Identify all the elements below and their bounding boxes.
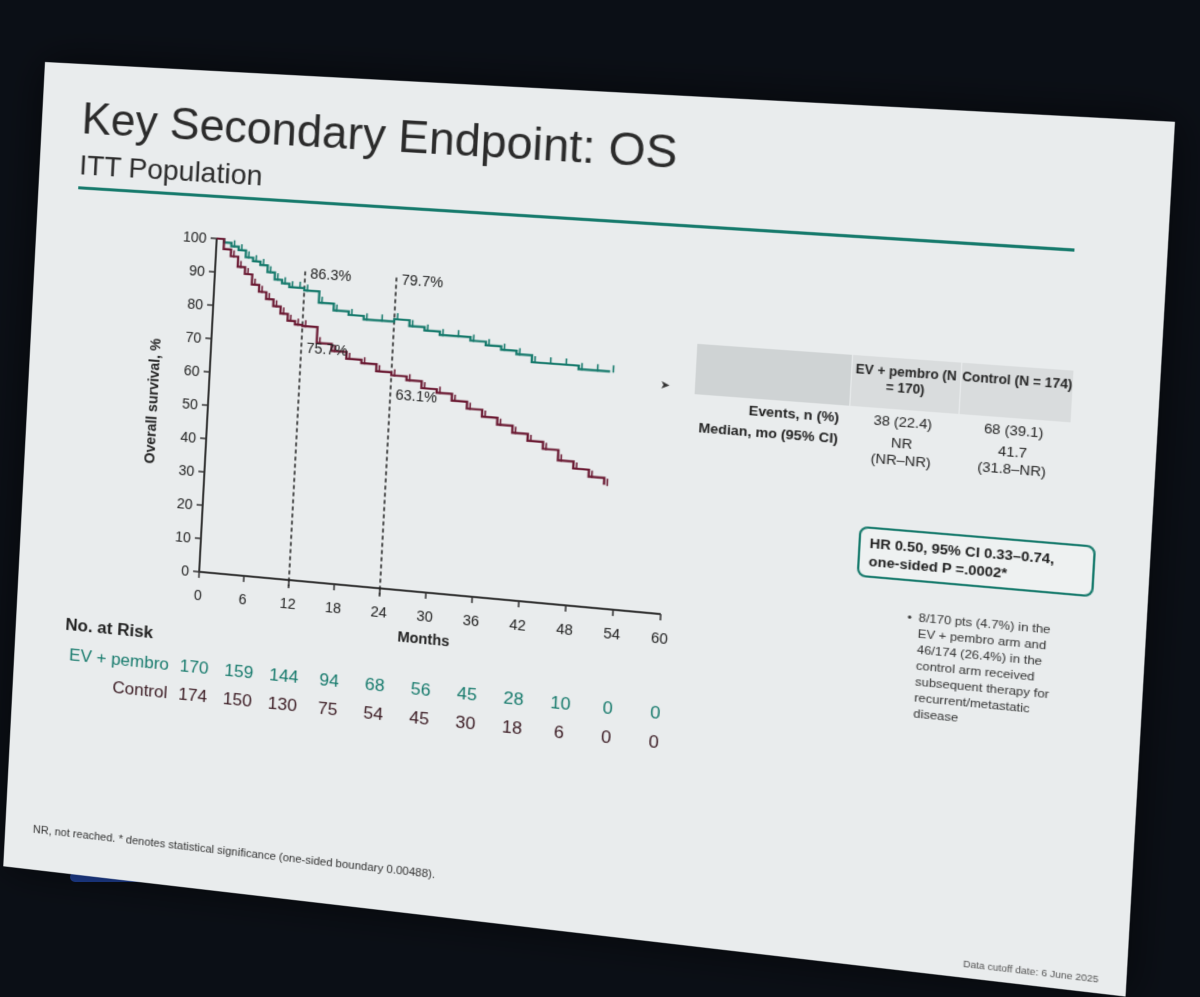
y-tick: [195, 538, 201, 539]
median-ev-pembro: NR (NR–NR): [845, 431, 957, 474]
y-axis-title: Overall survival, %: [141, 337, 164, 464]
risk-value: 0: [602, 698, 613, 719]
landmark-label-top: 86.3%: [310, 265, 352, 284]
y-tick-label: 80: [187, 295, 204, 312]
x-tick-label: 36: [462, 611, 480, 629]
x-tick-label: 48: [556, 620, 574, 638]
risk-value: 56: [410, 679, 431, 701]
median-control: 41.7 (31.8–NR): [955, 440, 1069, 483]
x-tick-label: 18: [325, 599, 342, 617]
risk-value: 10: [550, 692, 571, 714]
x-tick-label: 0: [194, 587, 203, 604]
risk-value: 6: [553, 722, 564, 743]
y-tick-label: 0: [181, 562, 190, 579]
row-label-median: Median, mo (95% CI): [691, 419, 847, 465]
risk-value: 0: [601, 727, 612, 748]
risk-value: 75: [317, 698, 338, 719]
y-tick: [193, 571, 199, 572]
slide-subtitle: ITT Population: [79, 149, 264, 192]
landmark-line: [379, 278, 396, 597]
y-tick-label: 20: [176, 495, 193, 513]
y-axis-line: [199, 239, 217, 572]
table-header-ev-pembro: EV + pembro (N = 170): [850, 355, 962, 414]
x-axis-title: Months: [397, 628, 450, 649]
risk-value: 150: [222, 689, 252, 711]
risk-value: 28: [503, 688, 524, 710]
y-tick-label: 10: [175, 528, 192, 546]
risk-table-title: No. at Risk: [65, 615, 154, 643]
risk-value: 30: [455, 712, 476, 734]
risk-value: 130: [267, 693, 297, 715]
y-tick-label: 50: [182, 395, 199, 412]
y-tick-label: 90: [189, 262, 206, 279]
y-tick-label: 70: [185, 329, 202, 346]
hazard-ratio-box: HR 0.50, 95% CI 0.33–0.74, one-sided P =…: [857, 526, 1097, 598]
risk-value: 174: [178, 684, 208, 706]
y-tick: [197, 505, 203, 506]
x-tick-label: 6: [238, 591, 247, 608]
risk-row-label: EV + pembro: [69, 645, 170, 674]
risk-value: 0: [648, 731, 659, 752]
landmark-label-bottom: 75.7%: [306, 339, 348, 358]
x-tick-label: 60: [650, 629, 668, 647]
y-tick-label: 30: [178, 462, 195, 480]
y-tick: [198, 471, 204, 472]
risk-value: 45: [456, 683, 477, 705]
data-cutoff: Data cutoff date: 6 June 2025: [963, 958, 1099, 984]
km-chart: 0102030405060708090100061218243036424854…: [48, 209, 702, 835]
risk-value: 144: [269, 665, 299, 687]
risk-value: 159: [224, 660, 254, 682]
x-tick-label: 12: [279, 594, 296, 612]
x-tick-label: 30: [416, 607, 433, 625]
risk-value: 94: [319, 670, 340, 691]
x-tick-label: 54: [603, 624, 621, 642]
risk-value: 170: [179, 656, 209, 678]
km-curve-ev-pembro: [211, 239, 616, 372]
landmark-label-top: 79.7%: [401, 271, 443, 290]
table-header-control: Control (N = 174): [960, 363, 1074, 423]
risk-value: 18: [501, 717, 522, 739]
risk-value: 45: [409, 707, 430, 729]
table-header-blank: [695, 344, 852, 406]
subsequent-therapy-note: 8/170 pts (4.7%) in the EV + pembro arm …: [913, 611, 1068, 737]
x-tick-label: 42: [509, 616, 527, 634]
slide-footnote: NR, not reached. * denotes statistical s…: [33, 824, 436, 882]
y-tick-label: 40: [180, 428, 197, 446]
landmark-label-bottom: 63.1%: [395, 386, 437, 406]
summary-table: EV + pembro (N = 170) Control (N = 174) …: [691, 344, 1073, 483]
presentation-slide: Key Secondary Endpoint: OS ITT Populatio…: [3, 62, 1175, 997]
y-tick-label: 100: [183, 228, 208, 246]
risk-row-label: Control: [112, 678, 168, 703]
x-tick-label: 24: [370, 603, 387, 621]
risk-value: 68: [364, 674, 385, 695]
y-tick-label: 60: [183, 362, 200, 379]
risk-value: 54: [363, 703, 384, 724]
risk-value: 0: [650, 702, 661, 723]
